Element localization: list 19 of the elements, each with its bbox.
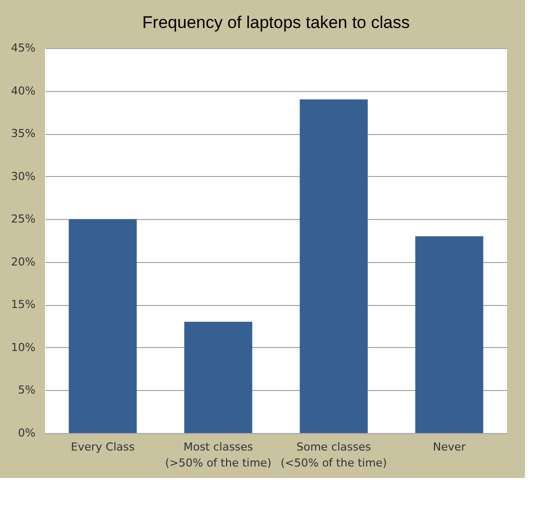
bar [184,322,252,433]
x-tick-label: Some classes (<50% of the time) [280,440,387,470]
y-tick-label: 20% [11,255,36,268]
y-tick-label: 5% [18,384,36,397]
y-tick-label: 45% [11,42,36,54]
y-tick-label: 25% [11,212,36,226]
bar [300,99,368,433]
y-tick-label: 0% [18,426,36,440]
x-tick-label: Never [432,440,466,454]
y-tick-label: 35% [11,127,36,140]
x-tick-label: Every Class [70,440,135,454]
bar [415,236,484,433]
x-tick-label: Most classes (>50% of the time) [165,440,272,470]
y-tick-label: 30% [11,170,36,183]
y-tick-label: 40% [11,84,36,98]
chart-title: Frequency of laptops taken to class [142,13,410,32]
y-tick-label: 10% [11,340,36,354]
y-tick-label: 15% [11,298,36,312]
bar [68,219,137,433]
